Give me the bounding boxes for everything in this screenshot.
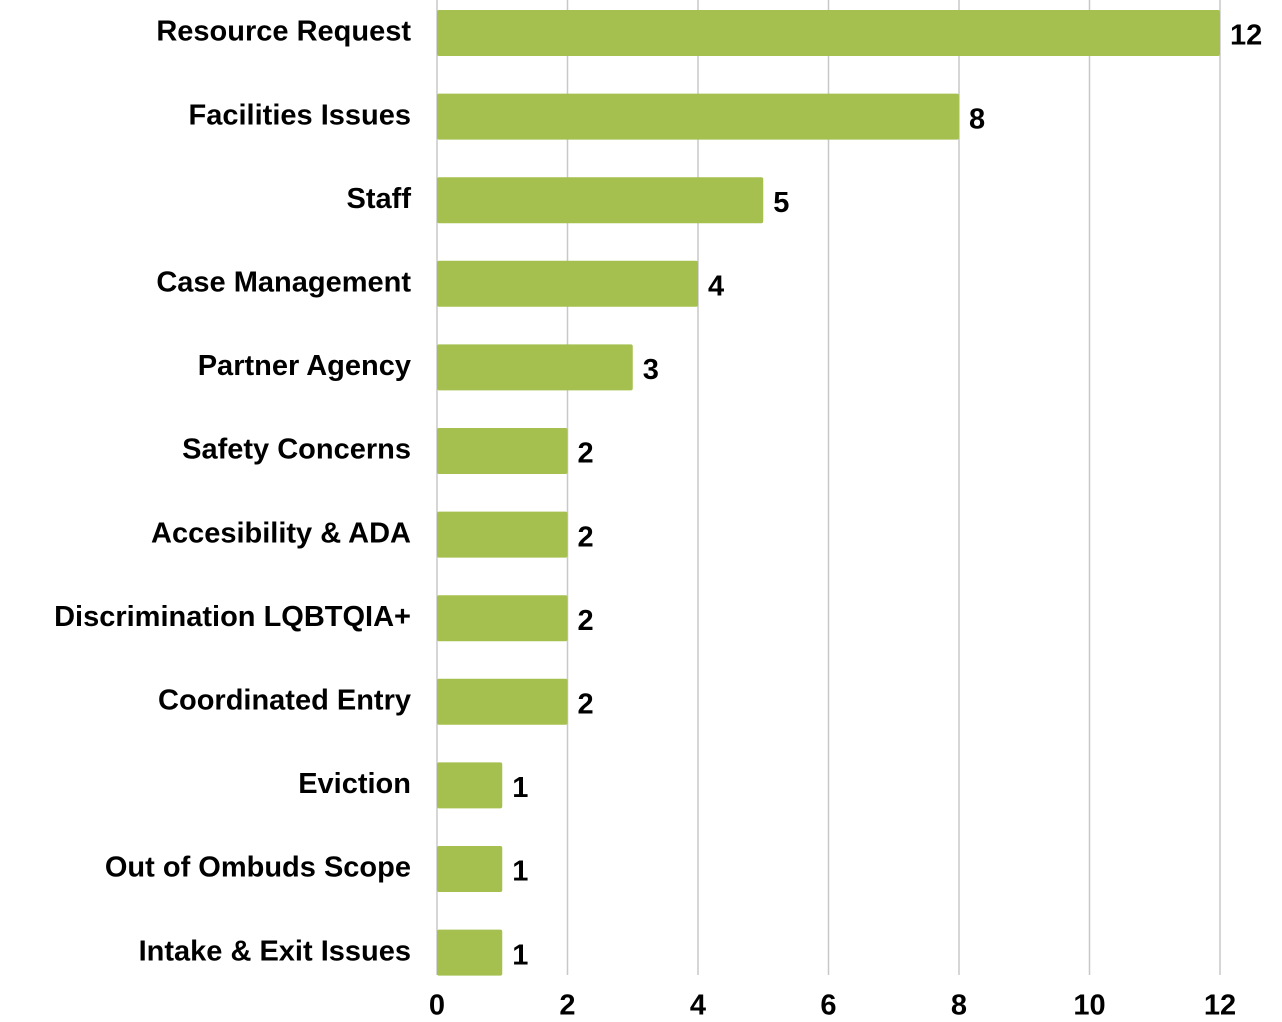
- bar: [437, 177, 764, 224]
- value-label: 1: [512, 772, 528, 804]
- bar: [437, 595, 568, 642]
- y-tick-label: Staff: [347, 183, 412, 215]
- bar: [437, 846, 503, 892]
- x-tick-label: 10: [1073, 990, 1105, 1022]
- value-label: 2: [578, 438, 594, 470]
- y-tick-label: Out of Ombuds Scope: [105, 852, 411, 884]
- value-label: 2: [578, 605, 594, 637]
- y-tick-label: Discrimination LQBTQIA+: [54, 601, 411, 633]
- x-tick-label: 2: [559, 990, 575, 1022]
- x-tick-label: 0: [429, 990, 445, 1022]
- y-tick-label: Facilities Issues: [189, 99, 411, 131]
- bar: [437, 762, 503, 809]
- value-label: 4: [708, 270, 724, 302]
- y-tick-label: Coordinated Entry: [158, 684, 411, 716]
- bar: [437, 511, 568, 558]
- bar: [437, 428, 568, 474]
- bar: [437, 10, 1220, 56]
- bar: [437, 929, 503, 976]
- y-tick-label: Eviction: [298, 768, 411, 800]
- value-label: 8: [969, 103, 985, 135]
- bar: [437, 678, 568, 725]
- x-tick-label: 12: [1204, 990, 1236, 1022]
- y-tick-label: Partner Agency: [198, 350, 411, 382]
- bar: [437, 260, 698, 307]
- bar: [437, 344, 633, 391]
- value-label: 2: [578, 688, 594, 720]
- y-tick-label: Safety Concerns: [182, 434, 411, 466]
- y-tick-label: Resource Request: [156, 16, 411, 48]
- y-tick-label: Accesibility & ADA: [151, 517, 411, 549]
- value-label: 2: [578, 521, 594, 553]
- value-label: 5: [773, 187, 789, 219]
- value-label: 1: [512, 856, 528, 888]
- bar: [437, 93, 959, 140]
- x-tick-label: 8: [951, 990, 967, 1022]
- value-label: 12: [1230, 20, 1262, 52]
- value-label: 1: [512, 939, 528, 971]
- x-tick-label: 4: [690, 990, 706, 1022]
- x-tick-label: 6: [820, 990, 836, 1022]
- y-tick-label: Intake & Exit Issues: [139, 935, 411, 967]
- value-label: 3: [643, 354, 659, 386]
- y-tick-label: Case Management: [156, 266, 411, 298]
